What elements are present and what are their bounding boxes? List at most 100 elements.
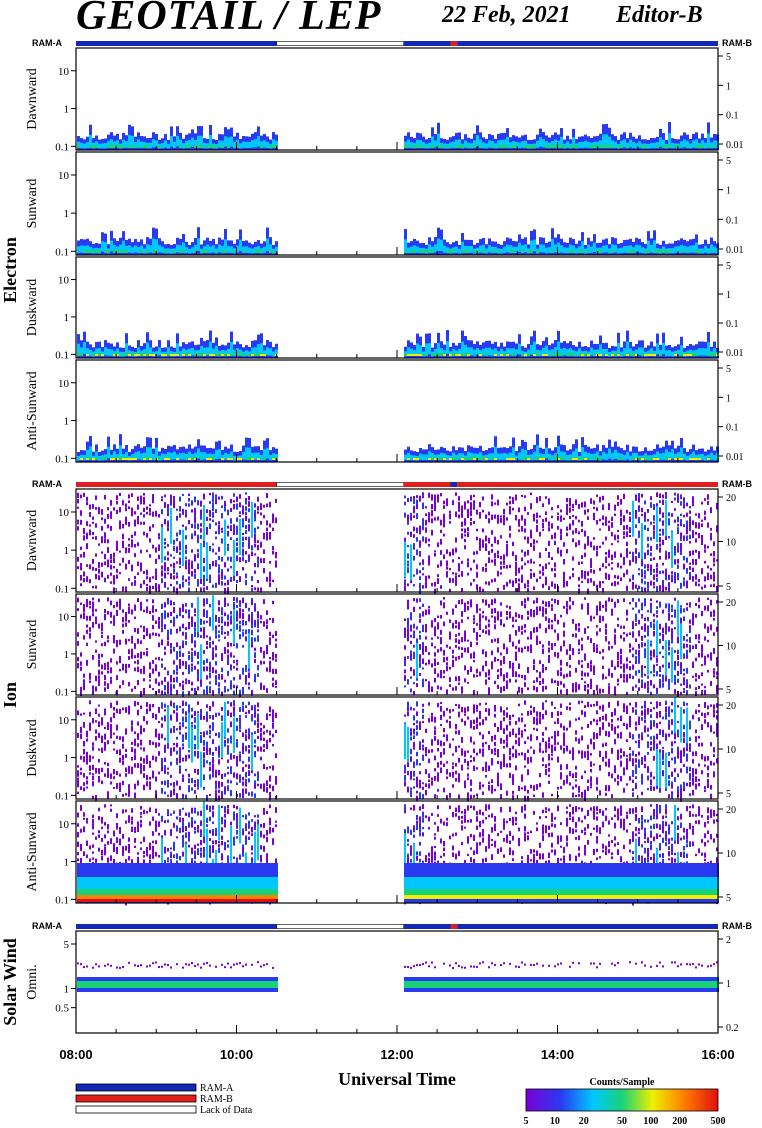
spectrum-pixel	[455, 537, 457, 543]
spectrum-pixel	[137, 660, 139, 663]
spectrum-pixel	[209, 666, 211, 670]
spectrum-pixel	[407, 629, 409, 633]
spectrum-column	[185, 353, 188, 356]
spectrum-column	[233, 248, 236, 254]
spectrum-column	[467, 250, 470, 253]
spectrum-pixel	[407, 583, 409, 587]
spectrum-column	[581, 354, 584, 356]
spectrum-pixel	[596, 551, 598, 554]
spectrum-pixel	[671, 513, 673, 517]
spectrum-pixel	[263, 599, 265, 602]
spectrum-column	[596, 141, 599, 148]
spectrum-pixel	[521, 549, 523, 553]
spectrum-pixel	[152, 659, 154, 664]
spectrum-pixel	[116, 661, 118, 665]
spectrum-pixel	[164, 603, 166, 608]
spectrum-pixel	[650, 521, 652, 525]
spectrum-pixel	[170, 573, 172, 580]
spectrum-pixel	[461, 509, 463, 515]
spectrum-pixel	[209, 643, 211, 649]
spectrum-pixel	[83, 571, 85, 577]
spectrum-pixel	[233, 609, 235, 645]
spectrum-pixel	[611, 522, 613, 528]
spectrum-column	[698, 145, 701, 148]
spectrum-pixel	[167, 572, 169, 575]
spectrum-pixel	[122, 557, 124, 563]
spectrum-column	[473, 349, 476, 356]
spectrum-pixel	[476, 603, 478, 609]
spectrum-pixel	[644, 512, 646, 517]
spectrum-pixel	[131, 539, 133, 544]
spectrum-pixel	[584, 576, 586, 580]
spectrum-pixel	[686, 585, 688, 589]
spectrum-pixel	[413, 657, 415, 660]
spectrum-pixel	[674, 579, 676, 584]
spectrum-pixel	[557, 505, 559, 509]
spectrum-column	[533, 145, 536, 148]
spectrum-pixel	[161, 524, 163, 530]
spectrum-pixel	[566, 508, 568, 514]
spectrum-pixel	[182, 623, 184, 629]
ram-bar-gap	[276, 482, 404, 487]
spectrum-column	[707, 353, 710, 356]
spectrum-column	[77, 343, 80, 355]
spectrum-pixel	[161, 509, 163, 515]
spectrum-pixel	[209, 661, 211, 667]
spectrum-pixel	[629, 551, 631, 554]
spectrum-pixel	[416, 495, 418, 499]
spectrum-pixel	[647, 544, 649, 548]
spectrum-pixel	[89, 530, 91, 536]
spectrum-column	[260, 454, 263, 461]
spectrum-column	[164, 140, 167, 148]
spectrum-pixel	[692, 530, 694, 537]
spectrum-pixel	[578, 588, 580, 595]
spectrum-column	[677, 349, 680, 356]
spectrum-pixel	[233, 597, 235, 601]
spectrum-pixel	[620, 521, 622, 525]
spectrum-column	[191, 347, 194, 356]
spectrum-column	[224, 452, 227, 460]
spectrum-pixel	[116, 689, 118, 696]
spectrum-pixel	[104, 614, 106, 618]
spectrum-column	[662, 250, 665, 253]
spectrum-pixel	[179, 565, 181, 569]
spectrum-pixel	[410, 688, 412, 693]
spectrum-column	[206, 347, 209, 356]
spectrum-pixel	[128, 663, 130, 668]
spectrum-pixel	[137, 498, 139, 501]
spectrum-column	[251, 354, 254, 356]
spectrum-pixel	[440, 615, 442, 619]
spectrum-column	[704, 142, 707, 149]
spectrum-pixel	[95, 608, 97, 612]
spectrum-column	[551, 250, 554, 253]
spectrum-column	[608, 448, 611, 459]
spectrum-pixel	[77, 500, 79, 503]
spectrum-column	[644, 145, 647, 148]
spectrum-pixel	[107, 507, 109, 511]
spectrum-pixel	[467, 616, 469, 620]
spectrum-pixel	[422, 678, 424, 682]
spectrum-column	[452, 250, 455, 253]
spectrum-pixel	[236, 529, 238, 534]
spectrum-pixel	[80, 574, 82, 581]
spectrum-column	[701, 140, 704, 148]
spectrum-pixel	[134, 616, 136, 620]
spectrum-pixel	[449, 513, 451, 518]
spectrum-pixel	[140, 567, 142, 572]
spectrum-pixel	[263, 661, 265, 665]
spectrum-column	[566, 349, 569, 356]
spectrum-pixel	[194, 517, 196, 522]
spectrum-pixel	[242, 612, 244, 619]
spectrum-column	[506, 136, 509, 147]
spectrum-pixel	[422, 644, 424, 647]
spectrum-column	[158, 457, 161, 460]
spectrum-pixel	[590, 562, 592, 566]
spectrum-pixel	[101, 517, 103, 521]
spectrum-pixel	[134, 575, 136, 580]
spectrum-pixel	[482, 539, 484, 545]
spectrum-pixel	[467, 605, 469, 611]
spectrum-column	[146, 447, 149, 459]
spectrum-column	[671, 351, 674, 357]
spectrum-column	[116, 250, 119, 253]
spectrum-pixel	[158, 514, 160, 518]
